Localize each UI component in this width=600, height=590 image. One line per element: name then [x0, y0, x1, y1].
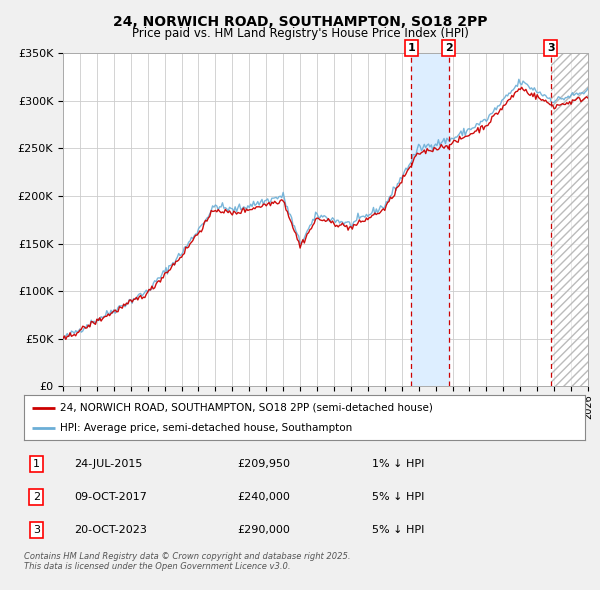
Bar	[551, 53, 588, 386]
Text: £209,950: £209,950	[237, 459, 290, 469]
Text: 1: 1	[33, 459, 40, 469]
Text: 1: 1	[407, 43, 415, 53]
Text: Contains HM Land Registry data © Crown copyright and database right 2025.
This d: Contains HM Land Registry data © Crown c…	[24, 552, 350, 571]
Text: £290,000: £290,000	[237, 525, 290, 535]
Text: Price paid vs. HM Land Registry's House Price Index (HPI): Price paid vs. HM Land Registry's House …	[131, 27, 469, 40]
Text: £240,000: £240,000	[237, 492, 290, 502]
Text: 3: 3	[547, 43, 554, 53]
Text: 2: 2	[445, 43, 452, 53]
Text: 2: 2	[33, 492, 40, 502]
Text: 24-JUL-2015: 24-JUL-2015	[74, 459, 143, 469]
Bar	[551, 53, 588, 386]
Text: 24, NORWICH ROAD, SOUTHAMPTON, SO18 2PP (semi-detached house): 24, NORWICH ROAD, SOUTHAMPTON, SO18 2PP …	[61, 403, 433, 412]
Text: 1% ↓ HPI: 1% ↓ HPI	[372, 459, 424, 469]
Text: 20-OCT-2023: 20-OCT-2023	[74, 525, 148, 535]
Text: 3: 3	[33, 525, 40, 535]
Text: 09-OCT-2017: 09-OCT-2017	[74, 492, 148, 502]
Text: HPI: Average price, semi-detached house, Southampton: HPI: Average price, semi-detached house,…	[61, 424, 353, 434]
Text: 5% ↓ HPI: 5% ↓ HPI	[372, 525, 424, 535]
Text: 24, NORWICH ROAD, SOUTHAMPTON, SO18 2PP: 24, NORWICH ROAD, SOUTHAMPTON, SO18 2PP	[113, 15, 487, 29]
Text: 5% ↓ HPI: 5% ↓ HPI	[372, 492, 424, 502]
Bar	[411, 53, 449, 386]
